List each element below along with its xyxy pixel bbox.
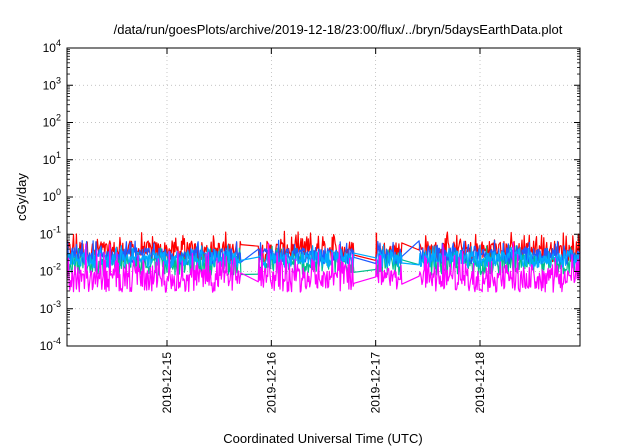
y-tick-label: 10-1 xyxy=(40,224,61,241)
y-tick-label: 101 xyxy=(43,150,61,167)
y-tick-base: 10 xyxy=(43,78,57,92)
y-tick-label: 100 xyxy=(43,187,61,204)
y-tick-label: 103 xyxy=(43,75,61,92)
y-tick-label: 102 xyxy=(43,113,61,130)
y-tick-label: 104 xyxy=(43,38,61,55)
y-tick-base: 10 xyxy=(43,190,57,204)
y-tick-exponent: 4 xyxy=(56,38,61,48)
y-tick-label: 10-4 xyxy=(40,336,61,353)
series-layer xyxy=(66,230,581,293)
y-tick-exponent: -4 xyxy=(53,336,61,346)
series-line xyxy=(66,242,581,293)
y-tick-exponent: 1 xyxy=(56,150,61,160)
y-tick-base: 10 xyxy=(43,153,57,167)
y-tick-label: 10-3 xyxy=(40,299,61,316)
chart-title: /data/run/goesPlots/archive/2019-12-18/2… xyxy=(114,22,563,37)
y-tick-base: 10 xyxy=(43,116,57,130)
y-tick-base: 10 xyxy=(40,302,54,316)
y-tick-exponent: 3 xyxy=(56,75,61,85)
y-tick-base: 10 xyxy=(40,265,54,279)
x-axis-title: Coordinated Universal Time (UTC) xyxy=(223,431,422,446)
y-tick-base: 10 xyxy=(40,339,54,353)
series-line xyxy=(66,244,581,269)
x-tick-label: 2019-12-18 xyxy=(473,352,487,414)
x-tick-label: 2019-12-17 xyxy=(369,352,383,414)
y-tick-exponent: -3 xyxy=(53,299,61,309)
x-tick-label: 2019-12-16 xyxy=(264,352,278,414)
y-axis-title: cGy/day xyxy=(14,173,29,221)
y-tick-label: 10-2 xyxy=(40,262,61,279)
x-tick-label: 2019-12-15 xyxy=(160,352,174,414)
y-tick-exponent: 0 xyxy=(56,187,61,197)
y-tick-exponent: 2 xyxy=(56,113,61,123)
y-tick-base: 10 xyxy=(43,41,57,55)
y-tick-exponent: -2 xyxy=(53,262,61,272)
y-tick-exponent: -1 xyxy=(53,224,61,234)
x-axis: 2019-12-15 2019-12-16 2019-12-17 2019-12-18 xyxy=(160,48,487,413)
y-tick-base: 10 xyxy=(40,227,54,241)
